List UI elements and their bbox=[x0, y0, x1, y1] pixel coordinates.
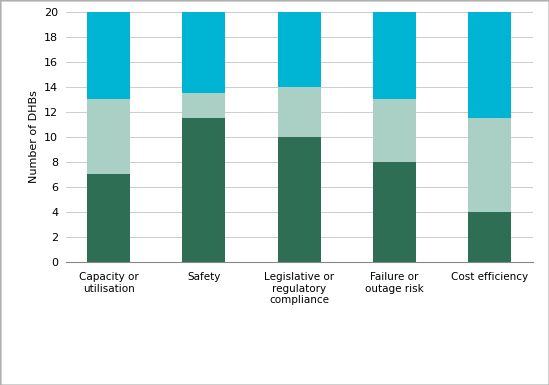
Bar bbox=[182, 93, 225, 118]
Bar bbox=[182, 12, 225, 93]
Bar bbox=[278, 137, 321, 262]
Bar bbox=[468, 118, 511, 212]
Bar bbox=[373, 162, 416, 262]
Bar bbox=[468, 212, 511, 262]
Bar bbox=[182, 118, 225, 262]
Bar bbox=[278, 87, 321, 137]
Bar bbox=[87, 99, 130, 174]
Bar bbox=[87, 174, 130, 262]
Bar bbox=[278, 12, 321, 87]
Y-axis label: Number of DHBs: Number of DHBs bbox=[29, 90, 38, 183]
Bar bbox=[373, 12, 416, 99]
Bar bbox=[373, 99, 416, 162]
Bar bbox=[87, 12, 130, 99]
Bar bbox=[468, 12, 511, 118]
